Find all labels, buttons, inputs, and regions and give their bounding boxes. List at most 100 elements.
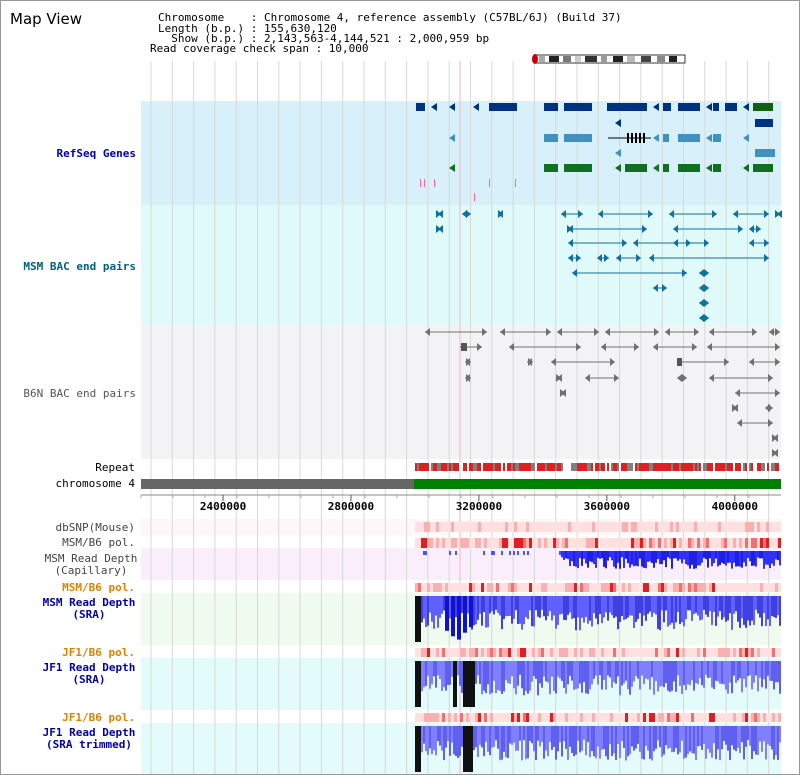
polymorphism-cell <box>574 522 577 532</box>
polymorphism-cell <box>568 713 571 722</box>
polymorphism-cell <box>448 713 451 722</box>
polymorphism-cell <box>433 648 436 657</box>
depth-bar <box>705 596 707 615</box>
depth-bar <box>423 726 425 744</box>
depth-bar <box>701 726 703 750</box>
depth-bar <box>491 726 493 748</box>
ideogram-band <box>657 56 665 62</box>
depth-bar <box>427 661 429 676</box>
repeat-block <box>669 463 671 471</box>
polymorphism-cell <box>595 713 598 722</box>
depth-bar <box>509 726 511 744</box>
track-label-msm-depth-sra[interactable]: MSM Read Depth <box>42 596 136 609</box>
depth-bar <box>683 661 685 685</box>
depth-bar <box>693 661 695 691</box>
depth-bar <box>683 551 685 560</box>
repeat-block <box>735 463 737 471</box>
track-label-dbsnp[interactable]: dbSNP(Mouse) <box>55 521 135 534</box>
bac-end <box>699 269 704 277</box>
track-label-msm-bac[interactable]: MSM BAC end pairs <box>23 260 136 273</box>
axis-tick-label: 2800000 <box>328 500 374 513</box>
repeat-block <box>507 463 509 471</box>
repeat-block <box>493 463 495 471</box>
polymorphism-cell <box>475 583 478 592</box>
polymorphism-cell <box>496 583 499 592</box>
polymorphism-cell <box>604 713 607 722</box>
refseq-tick <box>424 179 425 187</box>
bac-end <box>764 239 769 247</box>
gene-arrow <box>653 103 659 111</box>
track-label-refseq[interactable]: RefSeq Genes <box>56 147 136 160</box>
depth-bar <box>757 726 759 755</box>
polymorphism-cell <box>634 648 637 657</box>
depth-bar <box>779 596 781 626</box>
track-label-msm-depth-cap[interactable]: MSM Read Depth <box>44 552 138 565</box>
polymorphism-cell <box>760 713 763 722</box>
depth-bar <box>423 551 425 555</box>
polymorphism-cell <box>736 648 739 657</box>
depth-bar <box>449 726 451 756</box>
polymorphism-cell <box>580 713 583 722</box>
depth-bar <box>581 726 583 751</box>
depth-bar <box>541 726 543 743</box>
polymorphism-cell <box>496 713 499 722</box>
depth-bar <box>671 596 673 623</box>
depth-bar <box>493 596 495 615</box>
track-label-jf1-b6-pol[interactable]: JF1/B6 pol. <box>62 646 135 659</box>
track-label-jf1-b6-pol-2[interactable]: JF1/B6 pol. <box>62 711 135 724</box>
polymorphism-cell <box>571 583 574 592</box>
repeat-block <box>439 463 441 471</box>
polymorphism-cell <box>466 648 469 657</box>
refseq-tick <box>420 179 421 187</box>
bac-end <box>605 328 610 336</box>
polymorphism-cell <box>769 522 772 532</box>
depth-bar <box>587 596 589 624</box>
depth-bar <box>547 726 549 757</box>
depth-bar <box>545 661 547 682</box>
polymorphism-cell <box>646 538 649 548</box>
repeat-block <box>615 463 617 471</box>
repeat-block <box>559 463 561 471</box>
polymorphism-cell <box>700 538 703 548</box>
depth-bar <box>659 726 661 748</box>
track-label-msm-b6-pol[interactable]: MSM/B6 pol. <box>62 536 135 549</box>
track-label-msm-b6-pol-2[interactable]: MSM/B6 pol. <box>62 581 135 594</box>
polymorphism-cell <box>661 713 664 722</box>
polymorphism-cell <box>526 522 529 532</box>
polymorphism-cell <box>679 522 682 532</box>
depth-bar <box>613 661 615 683</box>
polymorphism-cell <box>691 713 694 722</box>
polymorphism-cell <box>778 538 781 548</box>
depth-bar <box>751 551 753 566</box>
track-label-msm-depth-sra-sub: (SRA) <box>72 608 106 621</box>
polymorphism-cell <box>634 583 637 592</box>
depth-bar <box>565 661 567 694</box>
polymorphism-cell <box>727 583 730 592</box>
depth-bar <box>761 596 763 627</box>
depth-bar <box>635 551 637 566</box>
polymorphism-cell <box>520 522 523 532</box>
depth-bar <box>661 596 663 611</box>
polymorphism-cell <box>427 538 430 548</box>
polymorphism-cell <box>565 522 568 532</box>
depth-bar <box>555 596 557 629</box>
track-label-jf1-depth-trim[interactable]: JF1 Read Depth <box>42 726 136 739</box>
polymorphism-cell <box>736 538 739 548</box>
polymorphism-cell <box>670 583 673 592</box>
polymorphism-cell <box>766 713 769 722</box>
bac-block <box>677 358 682 366</box>
depth-bar <box>449 661 451 685</box>
track-label-b6n-bac[interactable]: B6N BAC end pairs <box>23 387 136 400</box>
track-label-jf1-depth-sra[interactable]: JF1 Read Depth <box>42 661 136 674</box>
repeat-block <box>613 463 615 471</box>
polymorphism-cell <box>511 648 514 657</box>
polymorphism-cell <box>526 583 529 592</box>
polymorphism-cell <box>730 583 733 592</box>
polymorphism-cell <box>490 583 493 592</box>
depth-bar <box>675 551 677 559</box>
repeat-block <box>427 463 429 471</box>
depth-bar <box>501 661 503 694</box>
polymorphism-cell <box>712 583 715 592</box>
